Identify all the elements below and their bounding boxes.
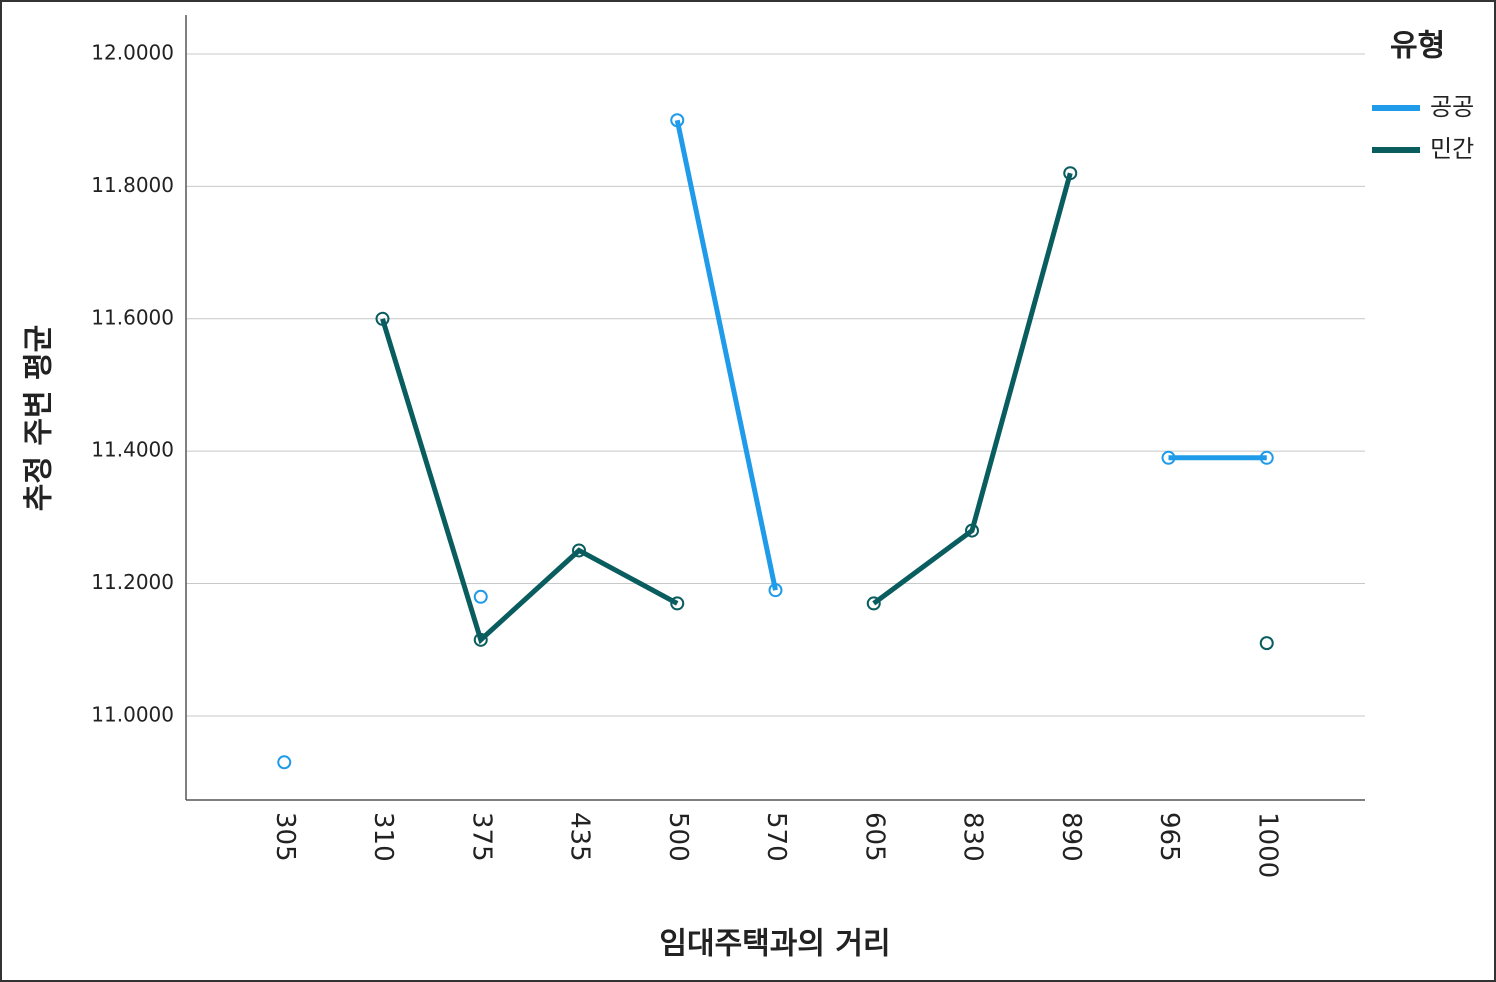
point-marker: [277, 755, 292, 770]
y-tick-label: 11.8000: [91, 173, 174, 197]
x-tick-label: 830: [958, 812, 988, 862]
point-marker: [768, 583, 783, 598]
point-marker: [965, 523, 979, 538]
legend-label: 공공: [1430, 93, 1474, 121]
x-tick-label: 375: [466, 812, 496, 862]
x-tick-label: 890: [1056, 812, 1086, 862]
x-axis-title: 임대주택과의 거리: [659, 927, 890, 962]
y-axis-title: 추정 주변 평균: [22, 325, 57, 512]
point-marker: [1063, 166, 1078, 181]
x-tick-label: 570: [761, 812, 791, 862]
point-marker: [670, 596, 685, 611]
legend-label: 민간: [1430, 135, 1474, 163]
y-tick-label: 11.0000: [91, 702, 174, 726]
point-marker: [1259, 450, 1274, 465]
point-marker: [572, 543, 586, 558]
y-tick-label: 11.4000: [91, 438, 174, 462]
point-marker: [375, 311, 390, 326]
x-tick-label: 310: [368, 812, 398, 862]
legend-title: 유형: [1390, 29, 1445, 64]
x-tick-label: 1000: [1252, 812, 1282, 878]
x-tick-label: 605: [859, 812, 889, 862]
series-line: [674, 119, 1267, 591]
x-tick-label: 305: [270, 812, 300, 862]
point-marker: [1161, 450, 1176, 465]
x-tick-label: 500: [663, 812, 693, 862]
point-marker: [866, 596, 881, 611]
y-tick-label: 11.6000: [91, 305, 174, 329]
x-tick-label: 965: [1154, 812, 1184, 862]
point-marker: [473, 632, 488, 647]
point-marker: [1259, 636, 1274, 651]
x-tick-label: 435: [565, 812, 595, 862]
point-marker: [670, 113, 685, 128]
y-tick-label: 11.2000: [91, 570, 174, 594]
point-marker: [473, 589, 488, 604]
y-tick-label: 12.0000: [91, 41, 174, 65]
